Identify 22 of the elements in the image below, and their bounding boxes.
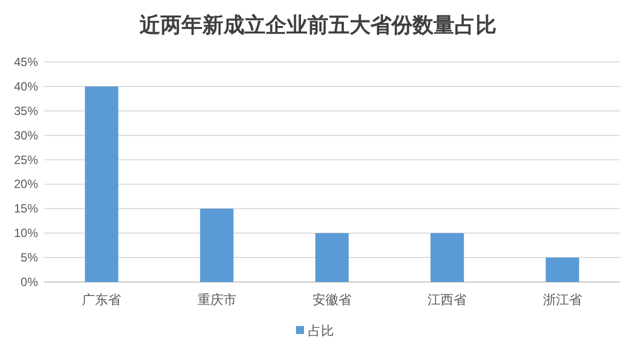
bar xyxy=(430,233,464,282)
chart-title: 近两年新成立企业前五大省份数量占比 xyxy=(138,12,496,37)
y-tick-label: 45% xyxy=(14,55,38,69)
x-tick-label: 江西省 xyxy=(428,292,467,307)
y-tick-label: 10% xyxy=(14,226,38,240)
bar xyxy=(315,233,349,282)
y-tick-label: 20% xyxy=(14,177,38,192)
x-tick-label: 广东省 xyxy=(82,292,122,307)
bar xyxy=(84,86,118,282)
legend-label: 占比 xyxy=(308,323,334,338)
y-tick-label: 0% xyxy=(20,275,38,289)
y-tick-label: 40% xyxy=(14,79,38,94)
y-tick-label: 30% xyxy=(14,128,38,142)
bar xyxy=(546,258,580,282)
y-tick-label: 5% xyxy=(20,250,38,265)
bar xyxy=(200,208,234,282)
x-tick-label: 重庆市 xyxy=(197,292,236,307)
x-tick-label: 安徽省 xyxy=(312,292,352,307)
x-tick-label: 浙江省 xyxy=(542,292,582,307)
y-tick-label: 25% xyxy=(14,152,38,167)
y-tick-label: 15% xyxy=(14,202,38,216)
y-tick-label: 35% xyxy=(14,104,38,118)
